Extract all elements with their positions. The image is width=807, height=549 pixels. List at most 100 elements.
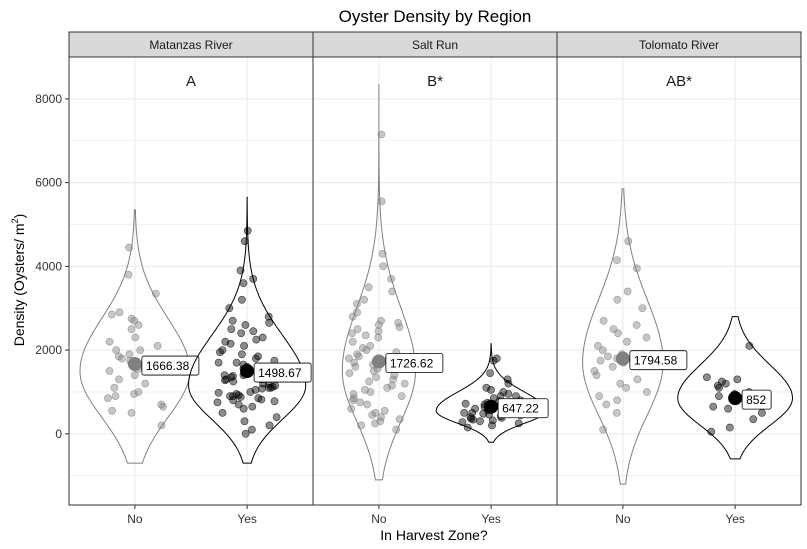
data-point (114, 352, 123, 361)
data-point (228, 316, 237, 325)
data-point (377, 197, 386, 206)
data-point (222, 375, 231, 384)
mean-marker (484, 399, 499, 414)
data-point (241, 429, 250, 438)
data-point (237, 329, 246, 338)
data-point (229, 377, 238, 386)
data-point (357, 421, 366, 430)
data-point (254, 352, 262, 361)
data-point (127, 325, 136, 333)
group-yes: 852 (677, 316, 794, 460)
data-point (622, 383, 630, 392)
data-point (227, 325, 236, 333)
data-point (348, 329, 356, 338)
data-point (488, 421, 496, 430)
data-point (707, 427, 716, 436)
data-point (265, 421, 274, 430)
mean-marker (371, 354, 386, 369)
data-point (721, 379, 730, 388)
data-point (141, 379, 150, 388)
data-point (241, 321, 250, 329)
data-point (623, 337, 631, 346)
y-tick-label: 8000 (35, 92, 62, 106)
data-point (248, 402, 257, 411)
data-point (366, 388, 375, 396)
y-tick-label: 6000 (35, 176, 62, 190)
data-point (377, 316, 385, 325)
data-point (226, 339, 235, 348)
data-point (356, 398, 364, 407)
data-point (157, 421, 166, 430)
data-point (225, 304, 234, 313)
data-point (239, 404, 248, 413)
data-point (240, 417, 249, 426)
data-point (236, 393, 245, 401)
data-point (226, 392, 234, 400)
data-point (258, 333, 267, 342)
data-point (371, 419, 379, 428)
data-point (504, 379, 513, 388)
x-tick-label: No (615, 512, 631, 526)
data-point (104, 394, 112, 403)
data-point (504, 390, 513, 398)
data-point (344, 354, 353, 363)
data-point (383, 383, 392, 392)
data-point (107, 310, 116, 319)
data-point (270, 397, 279, 406)
data-point (379, 262, 388, 271)
mean-value-label: 1794.58 (634, 354, 678, 368)
data-point (395, 323, 404, 331)
data-point (374, 321, 383, 329)
facet-strip-label: Matanzas River (149, 38, 232, 52)
data-point (353, 300, 361, 308)
data-point (643, 388, 651, 396)
data-point (486, 369, 494, 377)
gridlines (69, 56, 313, 505)
data-point (243, 226, 252, 235)
data-point (214, 388, 223, 397)
data-point (234, 400, 243, 409)
data-point (599, 316, 608, 325)
data-point (105, 337, 114, 346)
data-point (249, 274, 258, 283)
data-point (461, 399, 470, 408)
facet-strip (556, 31, 802, 58)
data-point (127, 408, 136, 417)
mean-value-label: 1726.62 (390, 357, 434, 371)
facet-strip-label: Tolomato River (639, 38, 719, 52)
violin-outline (341, 84, 417, 481)
data-point (111, 392, 120, 400)
data-point (108, 406, 116, 415)
data-point (395, 415, 404, 424)
data-point (363, 400, 371, 409)
data-point (229, 396, 237, 405)
data-point (374, 327, 383, 336)
data-point (377, 130, 386, 139)
data-point (218, 346, 227, 354)
data-point (598, 346, 607, 354)
data-point (595, 392, 604, 400)
violin-outline (582, 188, 664, 485)
data-point (247, 425, 256, 434)
data-point (624, 237, 633, 246)
data-point (608, 362, 617, 371)
data-point (134, 388, 143, 396)
data-point (159, 402, 167, 411)
data-point (353, 325, 362, 333)
data-point (387, 274, 396, 283)
y-tick-label: 0 (55, 427, 62, 441)
data-point (479, 409, 488, 418)
data-point (237, 295, 246, 304)
data-point (232, 358, 241, 367)
x-axis-title: In Harvest Zone? (380, 527, 488, 543)
data-point (377, 413, 385, 421)
data-point (592, 371, 601, 380)
data-point (365, 377, 373, 386)
data-point (368, 411, 377, 419)
data-point (249, 327, 258, 336)
data-point (134, 321, 143, 329)
data-point (400, 379, 409, 388)
data-point (362, 346, 371, 354)
x-tick-label: Yes (725, 512, 745, 526)
